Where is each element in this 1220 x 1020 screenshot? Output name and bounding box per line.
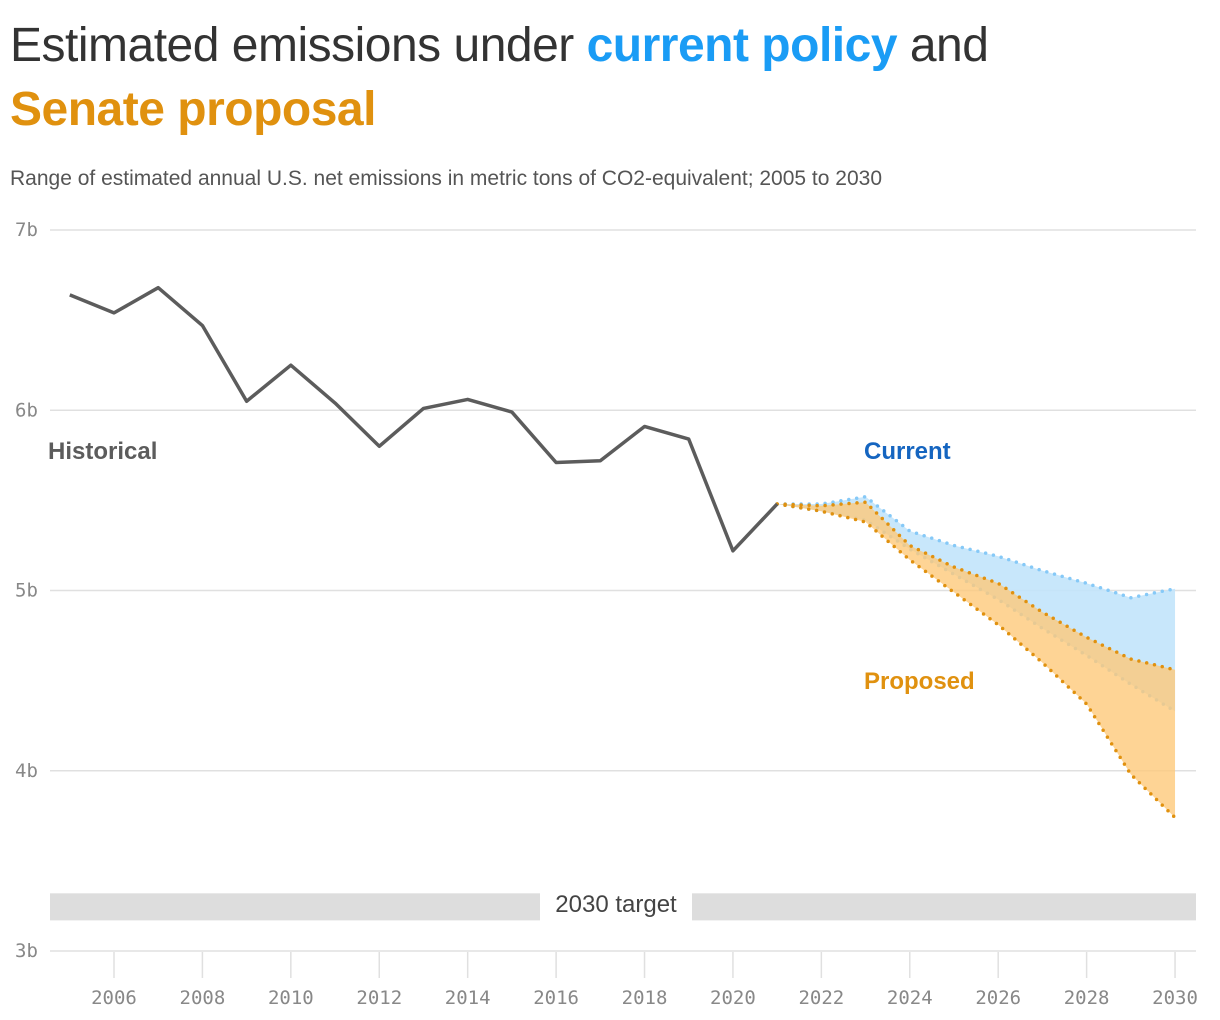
x-tick-label: 2014 — [445, 987, 491, 1009]
x-tick-label: 2018 — [622, 987, 668, 1009]
x-tick-label: 2028 — [1064, 987, 1110, 1009]
y-tick-label: 4b — [15, 760, 38, 782]
historical-line — [69, 285, 779, 553]
proposed-high-line — [775, 500, 1177, 672]
series-label-current: Current — [864, 438, 951, 465]
x-tick-label: 2012 — [356, 987, 402, 1009]
x-tick-label: 2026 — [975, 987, 1021, 1009]
series-label-proposed: Proposed — [864, 668, 975, 695]
x-tick-label: 2016 — [533, 987, 579, 1009]
title-part-3: and — [897, 19, 989, 72]
y-tick-label: 5b — [15, 580, 38, 602]
title-part-1: Estimated emissions under — [10, 19, 587, 72]
proposed-low-line — [775, 502, 1177, 820]
target-label-bg — [540, 891, 692, 922]
x-tick-label: 2006 — [91, 987, 137, 1009]
x-tick-label: 2024 — [887, 987, 933, 1009]
series-label-historical: Historical — [48, 438, 157, 465]
current-band — [777, 496, 1176, 712]
title-current-policy: current policy — [586, 19, 898, 72]
y-tick-label: 3b — [15, 940, 38, 962]
x-tick-label: 2020 — [710, 987, 756, 1009]
x-tick-label: 2008 — [180, 987, 226, 1009]
target-label: 2030 target — [555, 891, 677, 918]
y-tick-label: 7b — [15, 219, 38, 241]
chart-title: Estimated emissions under current policy… — [10, 14, 989, 142]
title-senate-proposal: Senate proposal — [10, 83, 376, 136]
proposed-band — [777, 502, 1176, 818]
chart-subtitle: Range of estimated annual U.S. net emiss… — [10, 167, 882, 190]
x-tick-label: 2010 — [268, 987, 314, 1009]
y-tick-label: 6b — [15, 399, 38, 421]
x-tick-label: 2030 — [1152, 987, 1198, 1009]
x-tick-label: 2022 — [798, 987, 844, 1009]
current-high-line — [775, 494, 1177, 600]
